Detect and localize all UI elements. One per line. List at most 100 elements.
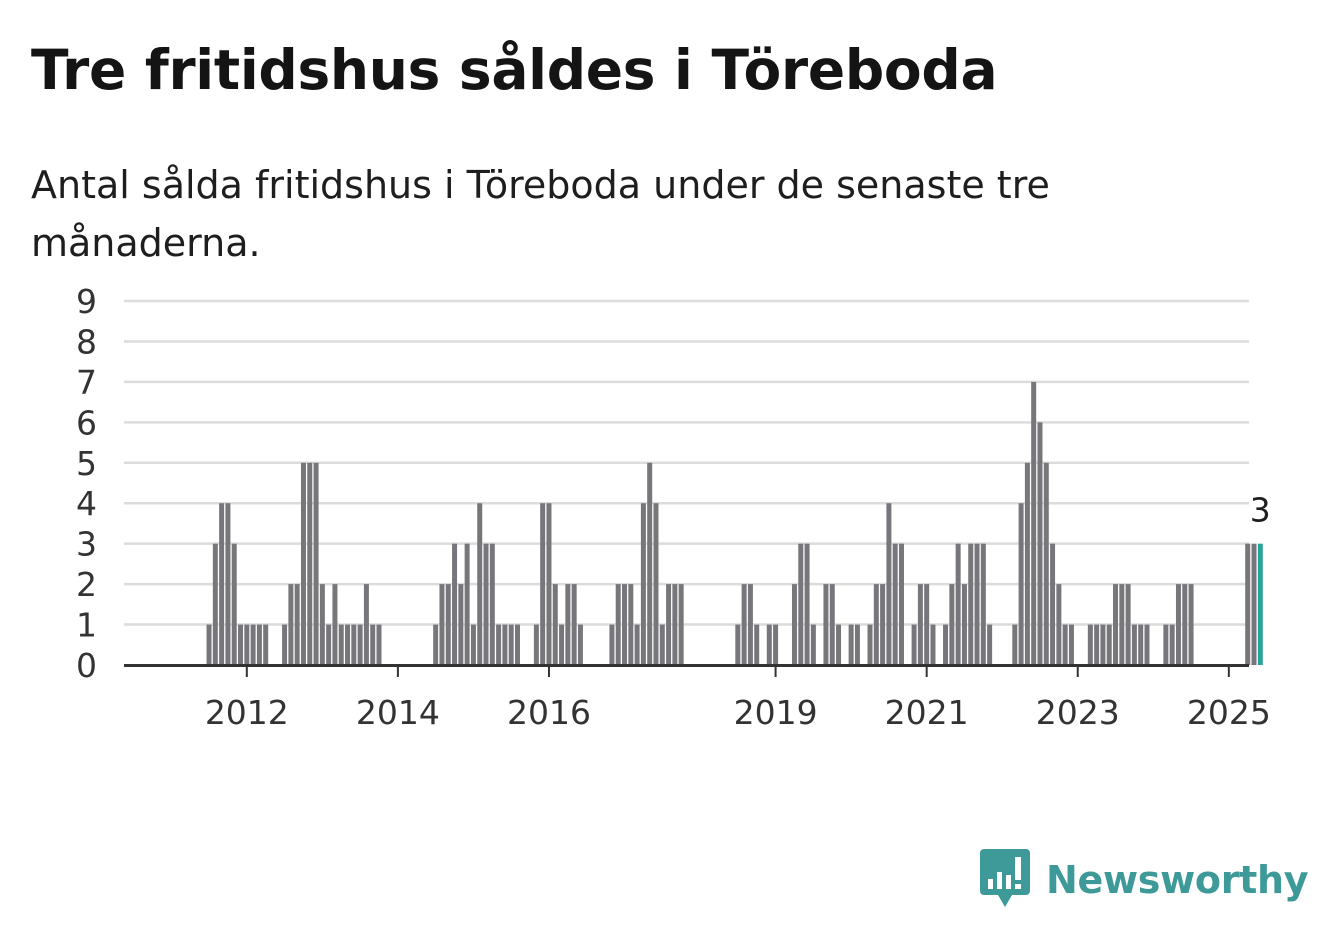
bar — [1087, 624, 1093, 665]
bar — [294, 584, 300, 665]
bar — [206, 624, 212, 665]
bar — [313, 462, 319, 665]
bar — [470, 624, 476, 665]
chart-subtitle: Antal sålda fritidshus i Töreboda under … — [31, 163, 1050, 265]
bar — [917, 584, 923, 665]
bar — [791, 584, 797, 665]
bar — [911, 624, 917, 665]
bar — [577, 624, 583, 665]
bar — [1144, 624, 1150, 665]
bar — [250, 624, 256, 665]
bar — [231, 543, 237, 665]
bar — [622, 584, 628, 665]
bar — [483, 543, 489, 665]
bar — [1138, 624, 1144, 665]
bar — [439, 584, 445, 665]
bar — [1251, 543, 1257, 665]
bar — [854, 624, 860, 665]
bar — [615, 584, 621, 665]
bar — [571, 584, 577, 665]
bar — [552, 584, 558, 665]
bar — [647, 462, 653, 665]
bar — [1031, 381, 1037, 665]
chart-title: Tre fritidshus såldes i Töreboda — [31, 38, 998, 102]
bar — [477, 503, 483, 665]
bar — [351, 624, 357, 665]
bar — [225, 503, 231, 665]
bar — [1106, 624, 1112, 665]
bar — [464, 543, 470, 665]
bar — [219, 503, 225, 665]
bar — [288, 584, 294, 665]
bar — [810, 624, 816, 665]
bar — [1024, 462, 1030, 665]
y-tick-label: 9 — [76, 282, 97, 321]
bar — [1169, 624, 1175, 665]
y-tick-label: 5 — [76, 444, 97, 483]
bar — [1012, 624, 1018, 665]
bar — [212, 543, 218, 665]
bar — [307, 462, 313, 665]
y-tick-label: 2 — [76, 565, 97, 604]
bar — [930, 624, 936, 665]
gridlines — [124, 299, 1249, 626]
bar — [489, 543, 495, 665]
bar — [955, 543, 961, 665]
bar — [1056, 584, 1062, 665]
bar — [326, 624, 332, 665]
bar — [980, 543, 986, 665]
bar — [974, 543, 980, 665]
bar — [1068, 624, 1074, 665]
annotations: 3 — [1250, 491, 1271, 530]
bar — [924, 584, 930, 665]
bar — [515, 624, 520, 665]
bar — [244, 624, 250, 665]
bar — [1100, 624, 1106, 665]
bar — [961, 584, 967, 665]
bar — [300, 462, 306, 665]
bar — [1043, 462, 1049, 665]
bar — [1182, 584, 1188, 665]
x-tick-label: 2023 — [1036, 693, 1120, 732]
bar — [773, 624, 779, 665]
bar — [1113, 584, 1119, 665]
bar — [628, 584, 634, 665]
bar — [873, 584, 879, 665]
x-tick-label: 2012 — [205, 693, 289, 732]
highlight-value-label: 3 — [1250, 491, 1271, 530]
bar — [338, 624, 344, 665]
x-tick-label: 2016 — [507, 693, 591, 732]
bar-series — [206, 381, 1263, 665]
bar — [540, 503, 546, 665]
bar — [823, 584, 829, 665]
bar — [458, 584, 464, 665]
y-tick-label: 3 — [76, 525, 97, 564]
bar — [445, 584, 451, 665]
y-tick-label: 1 — [76, 606, 97, 645]
bar — [672, 584, 678, 665]
bar — [1245, 543, 1251, 665]
bar — [892, 543, 898, 665]
bar — [508, 624, 514, 665]
bar — [1131, 624, 1137, 665]
bar — [357, 624, 363, 665]
y-tick-label: 8 — [76, 322, 97, 361]
bar — [634, 624, 640, 665]
newsworthy-logo: Newsworthy — [980, 848, 1309, 912]
x-axis-ticks: 2012 2014 2016 2019 2021 2023 2025 — [205, 665, 1271, 732]
bar — [867, 624, 873, 665]
bar — [1175, 584, 1181, 665]
bar — [1018, 503, 1024, 665]
bar — [949, 584, 955, 665]
bar — [987, 624, 993, 665]
bar — [533, 624, 539, 665]
bar — [741, 584, 747, 665]
x-tick-label: 2025 — [1187, 693, 1271, 732]
highlighted-bar — [1257, 543, 1263, 665]
bar — [496, 624, 502, 665]
bar — [565, 584, 571, 665]
y-tick-label: 4 — [76, 484, 97, 523]
brand-name: Newsworthy — [1046, 858, 1309, 902]
